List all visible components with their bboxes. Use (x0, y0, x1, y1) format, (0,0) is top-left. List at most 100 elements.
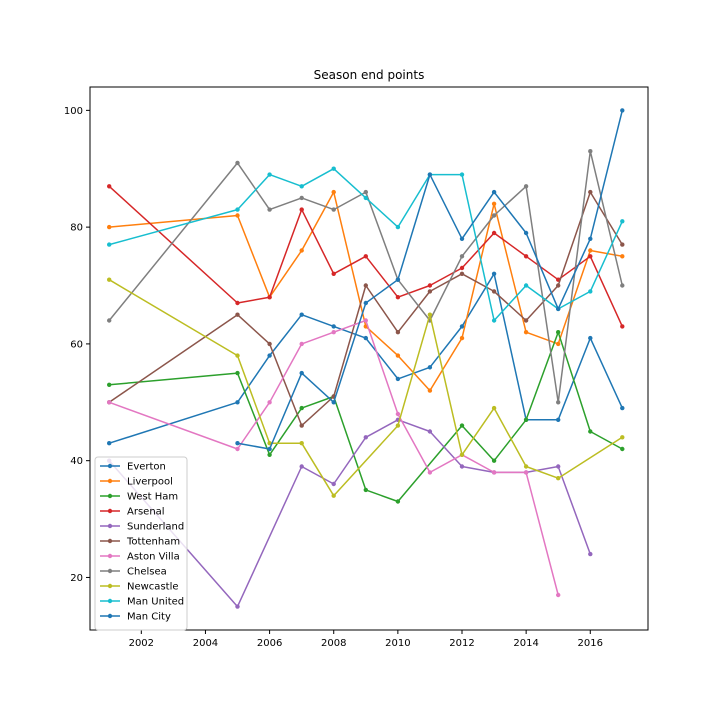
data-point-everton (107, 441, 112, 446)
data-point-arsenal (299, 207, 304, 212)
data-point-chelsea (459, 254, 465, 259)
x-tick-label: 2010 (385, 638, 410, 649)
data-point-man-city (299, 370, 304, 376)
series-aston-villa (107, 318, 561, 598)
legend-swatch-marker (107, 508, 113, 514)
chart-title: Season end points (314, 68, 425, 82)
series-line-chelsea (108, 150, 624, 404)
data-point-liverpool (235, 213, 240, 218)
data-point-sunderland (588, 551, 593, 557)
data-point-chelsea (491, 213, 497, 218)
data-point-newcastle (331, 493, 336, 498)
data-point-liverpool (427, 388, 433, 393)
legend-swatch-marker (107, 613, 113, 619)
series-line-sunderland (108, 419, 592, 608)
data-point-west-ham (620, 446, 625, 452)
data-point-man-united (620, 219, 625, 224)
series-layer (107, 108, 625, 609)
series-man-city (235, 108, 625, 452)
y-tick-label: 100 (64, 106, 83, 117)
data-point-arsenal (491, 230, 497, 236)
legend-swatch-marker (107, 478, 113, 484)
data-point-chelsea (620, 283, 625, 288)
data-point-chelsea (523, 184, 529, 189)
data-point-man-city (459, 236, 465, 241)
data-point-man-united (523, 283, 529, 288)
x-tick-label: 2014 (513, 638, 538, 649)
data-point-everton (556, 417, 561, 422)
data-point-newcastle (620, 435, 625, 440)
data-point-west-ham (523, 417, 529, 422)
data-point-newcastle (523, 464, 529, 469)
data-point-newcastle (235, 353, 240, 358)
legend: Everton Liverpool West Ham Arsenal Sunderlan… (94, 456, 188, 631)
data-point-sunderland (459, 464, 465, 469)
data-point-sunderland (331, 481, 336, 487)
data-point-man-city (523, 230, 529, 236)
data-point-tottenham (523, 318, 529, 323)
data-point-everton (395, 376, 401, 382)
data-point-newcastle (556, 476, 561, 481)
data-point-aston-villa (107, 400, 112, 405)
legend-label: Chelsea (127, 567, 167, 578)
y-tick-label: 20 (70, 573, 83, 584)
series-arsenal (107, 184, 625, 329)
data-point-newcastle (491, 405, 497, 411)
data-point-aston-villa (235, 446, 240, 452)
series-newcastle (107, 277, 625, 498)
data-point-west-ham (235, 370, 240, 376)
data-point-liverpool (107, 224, 112, 230)
legend-label: Arsenal (127, 507, 165, 518)
legend-item-aston-villa: Aston Villa (100, 552, 180, 563)
data-point-west-ham (395, 499, 401, 504)
x-tick-label: 2016 (578, 638, 603, 649)
legend-swatch-marker (107, 493, 113, 499)
data-point-tottenham (588, 189, 593, 195)
data-point-sunderland (235, 604, 240, 609)
legend-label: Everton (127, 462, 166, 473)
data-point-arsenal (395, 295, 401, 300)
data-point-man-united (491, 318, 497, 323)
data-point-sunderland (299, 464, 304, 469)
data-point-man-united (331, 166, 336, 171)
data-point-man-united (459, 172, 465, 177)
data-point-liverpool (620, 254, 625, 259)
data-point-newcastle (395, 423, 401, 428)
data-point-tottenham (620, 242, 625, 247)
data-point-chelsea (107, 318, 112, 323)
data-point-chelsea (556, 400, 561, 405)
legend-label: Man United (127, 597, 184, 608)
legend-item-man-united: Man United (100, 597, 184, 608)
data-point-everton (235, 400, 240, 405)
data-point-aston-villa (299, 341, 304, 347)
data-point-aston-villa (523, 470, 529, 475)
data-point-tottenham (427, 289, 433, 294)
data-point-aston-villa (427, 470, 433, 475)
legend-swatch-marker (107, 553, 113, 559)
data-point-everton (299, 312, 304, 317)
data-point-chelsea (588, 149, 593, 154)
series-line-newcastle (108, 279, 623, 497)
series-line-liverpool (109, 191, 623, 392)
legend-label: Newcastle (127, 582, 179, 593)
legend-swatch-marker (107, 463, 113, 469)
data-point-newcastle (427, 312, 433, 317)
data-point-west-ham (363, 487, 368, 493)
data-point-aston-villa (331, 330, 336, 335)
data-point-arsenal (107, 184, 112, 189)
data-point-everton (459, 324, 465, 329)
legend-item-tottenham: Tottenham (100, 537, 180, 548)
x-tick-label: 2012 (449, 638, 474, 649)
legend-swatch-marker (107, 523, 113, 529)
legend-label: Sunderland (127, 522, 184, 533)
data-point-west-ham (299, 405, 304, 411)
series-line-arsenal (108, 185, 623, 327)
data-point-west-ham (556, 330, 561, 335)
axis-layer: 2002 2004 2006 2008 2010 2012 2014 2016 20 40 60 80… (64, 106, 603, 649)
data-point-tottenham (299, 423, 304, 428)
legend-label: West Ham (127, 492, 178, 503)
data-point-west-ham (107, 382, 112, 387)
series-tottenham (107, 189, 625, 428)
legend-item-liverpool: Liverpool (100, 477, 173, 488)
legend-item-sunderland: Sunderland (100, 522, 184, 533)
